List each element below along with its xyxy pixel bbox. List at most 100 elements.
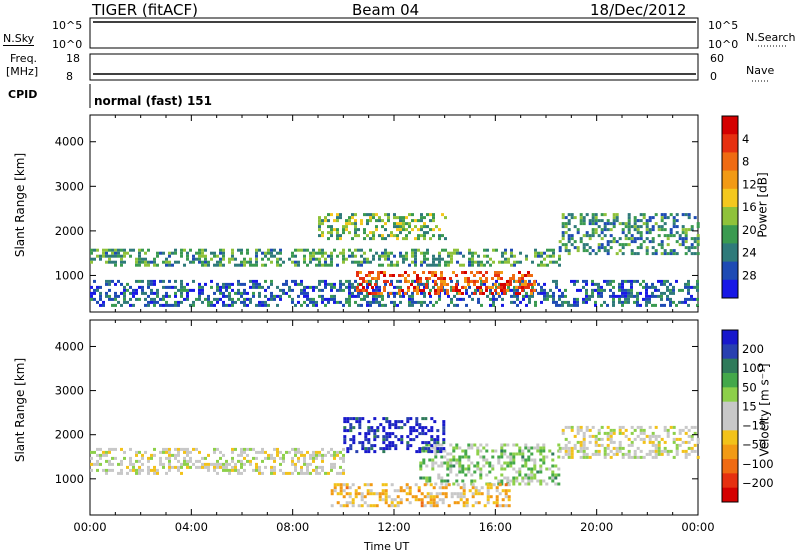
velocity-cell <box>533 461 537 465</box>
velocity-cell <box>156 468 159 472</box>
power-cell <box>360 254 363 258</box>
velocity-cell <box>436 441 440 445</box>
velocity-cell <box>600 443 604 447</box>
velocity-cell <box>551 479 555 483</box>
power-cell <box>249 285 252 289</box>
power-cell <box>309 254 312 258</box>
velocity-colorbar-tick: 100 <box>742 361 764 375</box>
velocity-cell <box>132 462 135 466</box>
power-cell <box>627 300 630 304</box>
velocity-cell <box>400 441 404 445</box>
power-cell <box>147 248 150 252</box>
power-cell <box>591 219 595 223</box>
velocity-cell <box>696 440 700 444</box>
power-cell <box>483 282 486 286</box>
velocity-cell <box>530 467 534 471</box>
velocity-cell <box>527 455 531 459</box>
velocity-cell <box>370 444 374 448</box>
power-cell <box>675 219 679 223</box>
velocity-cell <box>439 450 443 454</box>
power-cell <box>530 274 533 277</box>
power-cell <box>348 231 351 235</box>
velocity-cell <box>240 462 243 466</box>
power-cell <box>368 283 371 286</box>
velocity-cell <box>482 455 486 459</box>
velocity-cell <box>432 498 436 502</box>
power-cell <box>348 279 351 283</box>
power-cell <box>530 289 533 292</box>
power-cell <box>552 248 555 252</box>
power-cell <box>491 277 494 280</box>
power-cell <box>567 219 571 223</box>
power-cell <box>477 288 480 292</box>
power-cell <box>429 228 432 232</box>
velocity-cell <box>243 468 246 472</box>
velocity-cell <box>129 462 132 466</box>
power-cell <box>432 216 435 220</box>
velocity-cell <box>425 482 429 486</box>
velocity-cell <box>621 425 625 429</box>
velocity-cell <box>456 501 460 505</box>
power-cell <box>117 254 120 258</box>
power-cell <box>192 260 195 264</box>
power-cell <box>168 303 171 307</box>
velocity-cell <box>384 489 388 493</box>
power-cell <box>561 291 564 295</box>
power-cell <box>537 291 540 295</box>
power-cell <box>603 249 607 253</box>
power-cell <box>411 291 414 295</box>
power-cell <box>645 303 648 307</box>
velocity-cell <box>183 459 186 463</box>
power-cell <box>492 282 495 286</box>
velocity-cell <box>433 438 437 442</box>
power-colorbar-segment <box>722 243 738 263</box>
power-cell <box>420 228 423 232</box>
power-cell <box>504 248 507 252</box>
power-cell <box>696 279 699 283</box>
power-cell <box>455 289 458 292</box>
power-cell <box>288 257 291 261</box>
power-cell <box>381 297 384 301</box>
power-cell <box>443 280 446 283</box>
velocity-cell <box>382 429 386 433</box>
power-cell <box>336 231 339 235</box>
power-cell <box>390 231 393 235</box>
power-cell <box>510 254 513 258</box>
power-cell <box>552 297 555 301</box>
power-cell <box>531 260 534 264</box>
power-cell <box>687 291 690 295</box>
power-cell <box>183 285 186 289</box>
velocity-cell <box>273 465 276 469</box>
power-cell <box>387 254 390 258</box>
power-cell <box>420 251 423 255</box>
power-cell <box>527 286 530 289</box>
velocity-cell <box>470 479 474 483</box>
velocity-cell <box>346 420 350 424</box>
power-cell <box>369 213 372 217</box>
power-cell <box>345 257 348 261</box>
power-cell <box>108 248 111 252</box>
velocity-cell <box>495 504 499 508</box>
power-cell <box>543 288 546 292</box>
power-cell <box>645 225 649 229</box>
power-cell <box>327 263 330 267</box>
power-cell <box>270 251 273 255</box>
power-cell <box>465 303 468 307</box>
power-cell <box>144 291 147 295</box>
velocity-cell <box>567 446 571 450</box>
power-cell <box>513 300 516 304</box>
power-cell <box>348 222 351 226</box>
power-cell <box>690 294 693 298</box>
power-cell <box>369 231 372 235</box>
power-cell <box>482 292 485 295</box>
power-cell <box>513 260 516 264</box>
power-cell <box>399 222 402 226</box>
power-cell <box>561 294 564 298</box>
power-cell <box>431 271 434 274</box>
power-cell <box>267 257 270 261</box>
power-cell <box>630 279 633 283</box>
velocity-cell <box>524 464 528 468</box>
velocity-cell <box>240 453 243 457</box>
power-cell <box>138 257 141 261</box>
velocity-cell <box>693 431 697 435</box>
